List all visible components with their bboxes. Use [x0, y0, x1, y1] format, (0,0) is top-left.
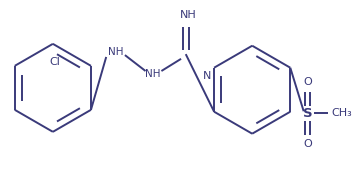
Text: O: O: [303, 139, 312, 149]
Text: NH: NH: [145, 69, 161, 79]
Text: O: O: [303, 77, 312, 87]
Text: NH: NH: [180, 10, 197, 19]
Text: Cl: Cl: [49, 57, 60, 67]
Text: CH₃: CH₃: [332, 108, 353, 118]
Text: NH: NH: [108, 47, 123, 57]
Text: S: S: [303, 107, 312, 120]
Text: N: N: [203, 71, 211, 81]
